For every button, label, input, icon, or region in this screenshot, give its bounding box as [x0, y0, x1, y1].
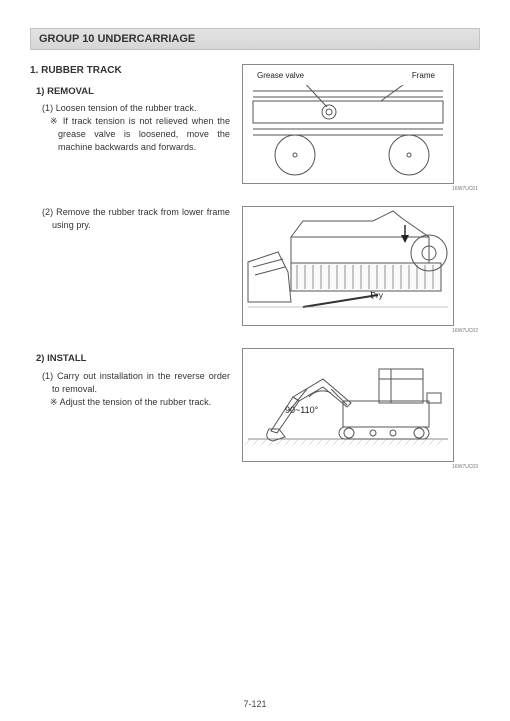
text-install: 2) INSTALL (1) Carry out installation in… — [30, 348, 230, 409]
diagram-1-code: 16W7UC01 — [242, 186, 480, 192]
install-heading: 2) INSTALL — [36, 352, 230, 366]
diagram-3: 90~110° — [242, 348, 454, 462]
diagram3-col: 90~110° 16W7UC03 — [242, 348, 480, 470]
group-header: GROUP 10 UNDERCARRIAGE — [30, 28, 480, 50]
removal-line2: (2) Remove the rubber track from lower f… — [42, 206, 230, 232]
label-pry: Pry — [370, 290, 383, 300]
diagram-3-svg — [243, 349, 453, 461]
diagram-2-code: 16W7UC02 — [242, 328, 480, 334]
install-note: ※ Adjust the tension of the rubber track… — [50, 396, 230, 409]
label-grease-valve: Grease valve — [257, 71, 304, 80]
text-removal-1: 1. RUBBER TRACK 1) REMOVAL (1) Loosen te… — [30, 64, 230, 154]
install-line1: (1) Carry out installation in the revers… — [42, 370, 230, 396]
diagram-1: Grease valve Frame — [242, 64, 454, 184]
row-removal-2: (2) Remove the rubber track from lower f… — [30, 206, 480, 334]
text-removal-2: (2) Remove the rubber track from lower f… — [30, 206, 230, 232]
removal-line1: (1) Loosen tension of the rubber track. — [42, 102, 230, 115]
diagram-2-svg — [243, 207, 453, 325]
diagram2-col: Pry 16W7UC02 — [242, 206, 480, 334]
diagram1-col: Grease valve Frame — [242, 64, 480, 192]
removal-note: ※ If track tension is not relieved when … — [50, 115, 230, 154]
row-install: 2) INSTALL (1) Carry out installation in… — [30, 348, 480, 470]
label-frame: Frame — [412, 71, 435, 80]
page: GROUP 10 UNDERCARRIAGE 1. RUBBER TRACK 1… — [0, 0, 510, 721]
removal-heading: 1) REMOVAL — [36, 85, 230, 99]
row-removal-1: 1. RUBBER TRACK 1) REMOVAL (1) Loosen te… — [30, 64, 480, 192]
angle-label: 90~110° — [285, 405, 318, 415]
diagram-1-svg — [251, 85, 445, 177]
diagram-3-code: 16W7UC03 — [242, 464, 480, 470]
section-title: 1. RUBBER TRACK — [30, 64, 230, 79]
diagram-2: Pry — [242, 206, 454, 326]
page-number: 7-121 — [0, 699, 510, 709]
